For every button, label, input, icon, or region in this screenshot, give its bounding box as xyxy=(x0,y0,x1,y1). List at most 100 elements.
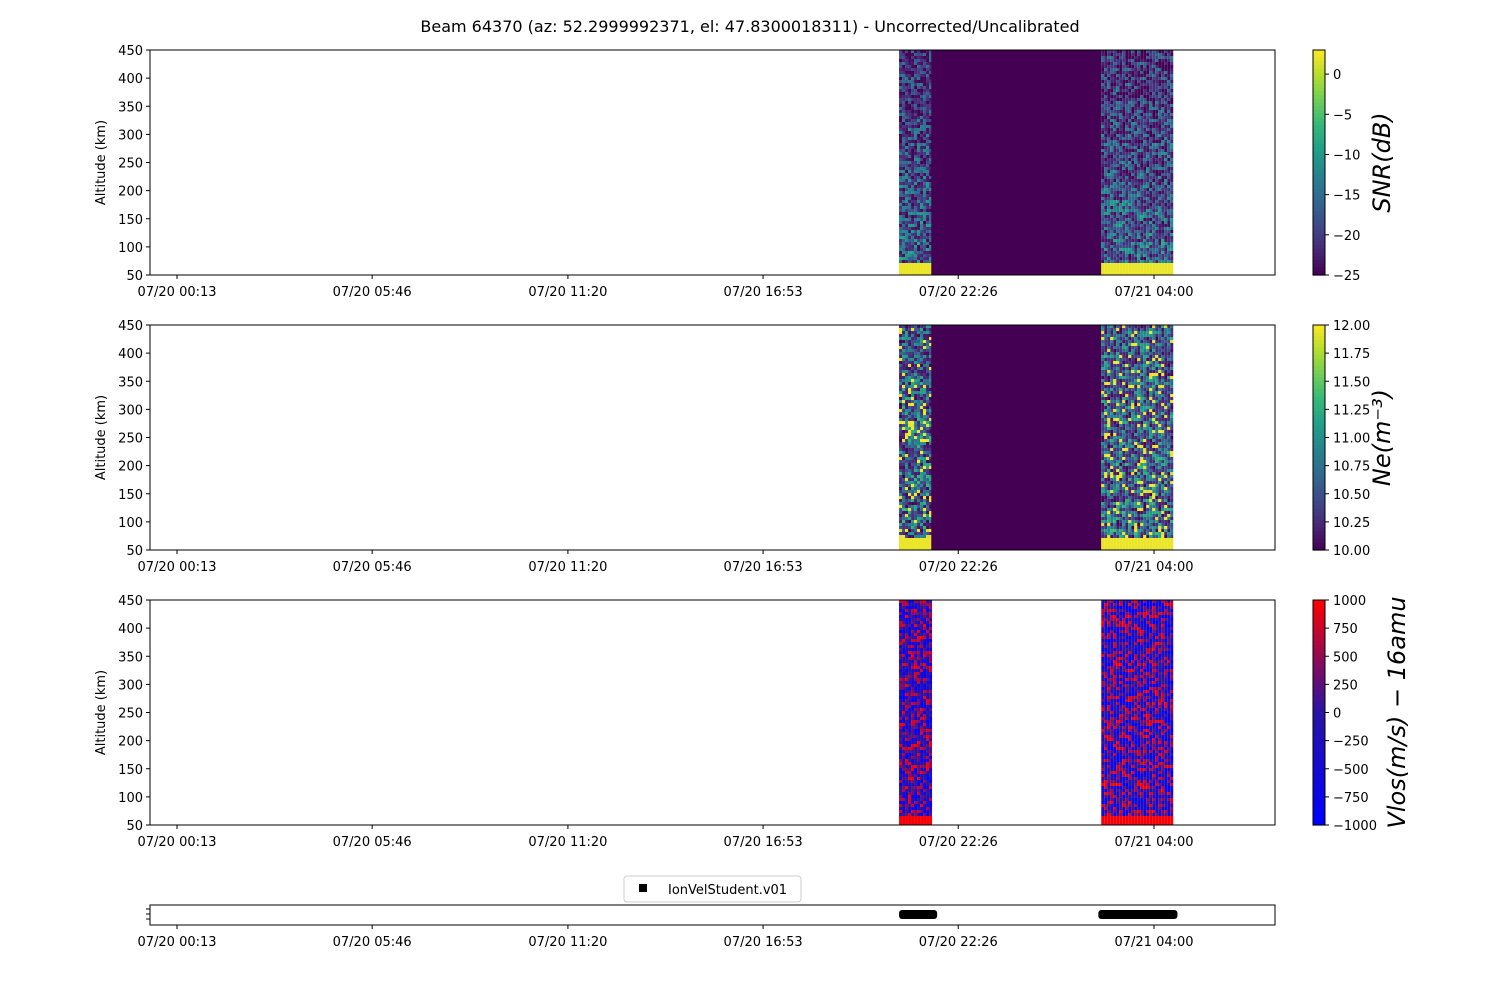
heatmap-cell xyxy=(1125,493,1129,496)
heatmap-cell xyxy=(1164,203,1168,206)
heatmap-cell xyxy=(1101,266,1105,269)
heatmap-cell xyxy=(1140,236,1144,239)
heatmap-cell xyxy=(1146,89,1150,92)
heatmap-cell xyxy=(1161,188,1165,191)
heatmap-cell xyxy=(1113,161,1117,164)
heatmap-cell xyxy=(1107,451,1111,454)
heatmap-cell xyxy=(1146,119,1150,122)
heatmap-cell xyxy=(1125,209,1129,212)
heatmap-cell xyxy=(1110,340,1114,343)
heatmap-cell xyxy=(1161,266,1165,269)
heatmap-cell xyxy=(1137,424,1141,427)
heatmap-cell xyxy=(1116,355,1120,358)
heatmap-cell xyxy=(1149,523,1153,526)
heatmap-cell xyxy=(1101,343,1105,346)
heatmap-cell xyxy=(1119,430,1123,433)
heatmap-cell xyxy=(914,541,918,544)
heatmap-cell xyxy=(1107,439,1111,442)
heatmap-cell xyxy=(1137,248,1141,251)
heatmap-cell xyxy=(929,448,933,451)
heatmap-cell xyxy=(920,77,924,80)
heatmap-cell xyxy=(1140,526,1144,529)
heatmap-cell xyxy=(1143,412,1147,415)
heatmap-cell xyxy=(902,535,906,538)
heatmap-cell xyxy=(917,95,921,98)
heatmap-cell xyxy=(926,188,930,191)
heatmap-cell xyxy=(926,134,930,137)
heatmap-cell xyxy=(1116,451,1120,454)
heatmap-cell xyxy=(911,77,915,80)
heatmap-cell xyxy=(1104,104,1108,107)
heatmap-cell xyxy=(1119,182,1123,185)
heatmap-cell xyxy=(1104,254,1108,257)
heatmap-cell xyxy=(1119,245,1123,248)
heatmap-cell xyxy=(1125,203,1129,206)
heatmap-cell xyxy=(911,409,915,412)
heatmap-cell xyxy=(1134,385,1138,388)
heatmap-cell xyxy=(920,185,924,188)
heatmap-cell xyxy=(1170,101,1174,104)
heatmap-cell xyxy=(1119,496,1123,499)
heatmap-cell xyxy=(920,328,924,331)
heatmap-cell xyxy=(923,83,927,86)
heatmap-cell xyxy=(1107,532,1111,535)
heatmap-cell xyxy=(1155,445,1159,448)
heatmap-cell xyxy=(1104,98,1108,101)
heatmap-cell xyxy=(1119,469,1123,472)
heatmap-cell xyxy=(1131,152,1135,155)
heatmap-cell xyxy=(1140,475,1144,478)
heatmap-cell xyxy=(1155,68,1159,71)
heatmap-cell xyxy=(911,478,915,481)
heatmap-cell xyxy=(1119,59,1123,62)
heatmap-cell xyxy=(1158,104,1162,107)
heatmap-cell xyxy=(1119,68,1123,71)
heatmap-cell xyxy=(1152,430,1156,433)
heatmap-cell xyxy=(1161,89,1165,92)
heatmap-cell xyxy=(1137,65,1141,68)
heatmap-cell xyxy=(923,472,927,475)
heatmap-cell xyxy=(923,230,927,233)
heatmap-cell xyxy=(1146,170,1150,173)
heatmap-cell xyxy=(1146,176,1150,179)
heatmap-cell xyxy=(911,65,915,68)
heatmap-cell xyxy=(1119,541,1123,544)
heatmap-cell xyxy=(911,248,915,251)
heatmap-cell xyxy=(1170,203,1174,206)
colorbar-tick-label: −10 xyxy=(1333,148,1360,163)
heatmap-cell xyxy=(1101,59,1105,62)
heatmap-cell xyxy=(1116,182,1120,185)
heatmap-cell xyxy=(908,346,912,349)
heatmap-cell xyxy=(1116,71,1120,74)
heatmap-cell xyxy=(1101,191,1105,194)
heatmap-cell xyxy=(902,505,906,508)
heatmap-cell xyxy=(1128,337,1132,340)
heatmap-cell xyxy=(1146,544,1150,547)
heatmap-cell xyxy=(1143,373,1147,376)
heatmap-cell xyxy=(908,230,912,233)
heatmap-cell xyxy=(905,535,909,538)
heatmap-cell xyxy=(923,188,927,191)
heatmap-cell xyxy=(1143,445,1147,448)
heatmap-cell xyxy=(920,415,924,418)
heatmap-cell xyxy=(902,149,906,152)
heatmap-cell xyxy=(1107,266,1111,269)
heatmap-cell xyxy=(1143,526,1147,529)
heatmap-cell xyxy=(1152,466,1156,469)
heatmap-cell xyxy=(1113,433,1117,436)
heatmap-cell xyxy=(1110,227,1114,230)
heatmap-cell xyxy=(926,182,930,185)
heatmap-cell xyxy=(911,212,915,215)
heatmap-cell xyxy=(1134,460,1138,463)
heatmap-cell xyxy=(926,499,930,502)
heatmap-cell xyxy=(1131,454,1135,457)
heatmap-cell xyxy=(1149,463,1153,466)
heatmap-cell xyxy=(911,502,915,505)
heatmap-cell xyxy=(905,218,909,221)
heatmap-cell xyxy=(1152,511,1156,514)
heatmap-cell xyxy=(1128,523,1132,526)
heatmap-cell xyxy=(1146,272,1150,275)
heatmap-cell xyxy=(914,499,918,502)
heatmap-cell xyxy=(1149,71,1153,74)
heatmap-cell xyxy=(914,475,918,478)
heatmap-cell xyxy=(1125,541,1129,544)
